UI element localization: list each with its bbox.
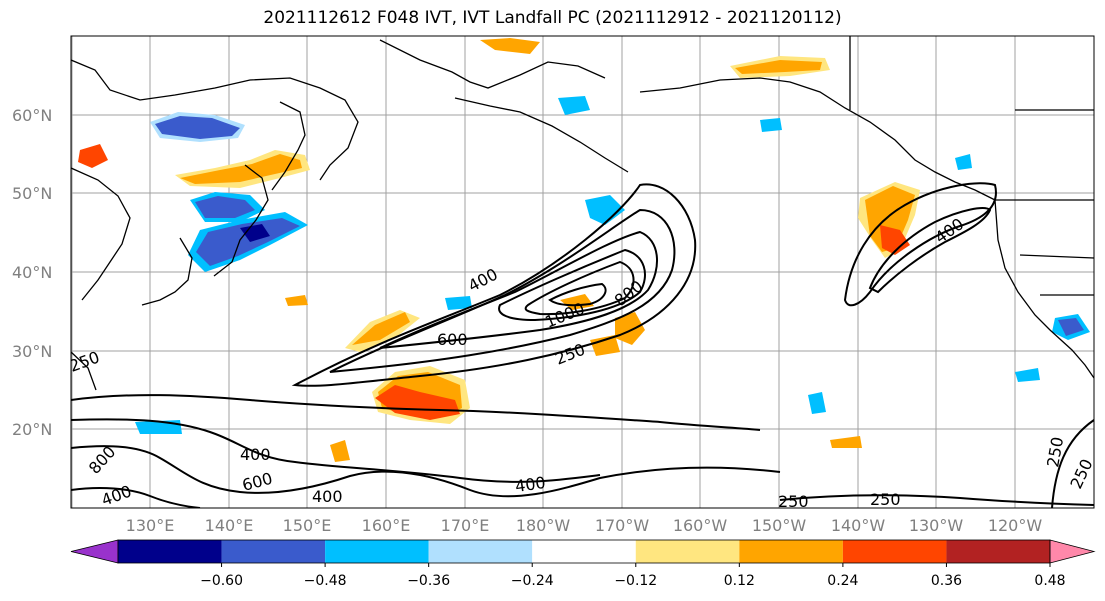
anomaly-positive (735, 60, 822, 74)
anomaly-positive (480, 38, 540, 54)
anomaly-positive (865, 186, 915, 252)
colorbar-segment (739, 540, 843, 563)
lon-label: 150°W (752, 516, 807, 535)
lon-label: 140°W (831, 516, 886, 535)
ivt-contours (71, 182, 1094, 508)
longitude-labels: 130°E 140°E 150°E 160°E 170°E 180°W 170°W 160°W… (126, 516, 1043, 535)
contour-label: 400 (99, 481, 134, 509)
contour-label: 400 (312, 487, 343, 506)
anomaly-positive (285, 295, 308, 306)
anomaly-positive (78, 144, 108, 168)
lon-label: 170°W (595, 516, 650, 535)
anomaly-positive (590, 335, 620, 356)
latitude-labels: 60°N 50°N 40°N 30°N 20°N (12, 106, 52, 439)
lon-label: 160°E (362, 516, 411, 535)
lon-label: 150°E (283, 516, 332, 535)
colorbar-tick-label: −0.36 (407, 573, 450, 589)
contour-label: 600 (240, 469, 274, 495)
colorbar-segment (428, 540, 533, 563)
colorbar-tick-label: −0.12 (614, 573, 657, 589)
anomaly-negative (1058, 318, 1084, 336)
colorbar-segment (118, 540, 222, 563)
colorbar-segment (221, 540, 326, 563)
anomaly-negative (955, 154, 972, 170)
coastlines (71, 36, 1094, 391)
lat-label: 20°N (12, 420, 52, 439)
colorbar-segment (635, 540, 740, 563)
anomaly-negative (195, 196, 255, 218)
contour-label: 400 (465, 264, 501, 295)
anomaly-positive (330, 440, 350, 462)
anomaly-negative (155, 116, 240, 139)
anomaly-positive (352, 312, 410, 345)
colorbar-tick-label: 0.12 (724, 573, 755, 589)
colorbar-segment (532, 540, 636, 563)
contour-label: 800 (85, 442, 120, 477)
colorbar-tick-label: −0.24 (511, 573, 554, 589)
lon-label: 130°E (126, 516, 175, 535)
lon-label: 130°W (909, 516, 964, 535)
lat-label: 60°N (12, 106, 52, 125)
colorbar-tick-label: −0.48 (304, 573, 347, 589)
lon-label: 140°E (205, 516, 254, 535)
contour-label: 250 (1043, 435, 1067, 468)
anomaly-negative (808, 392, 826, 414)
lon-label: 170°E (441, 516, 490, 535)
graticule (71, 36, 1094, 508)
colorbar-tick-label: 0.24 (827, 573, 858, 589)
anomaly-positive (375, 385, 460, 420)
contour-label: 400 (931, 214, 967, 247)
contour-label: 400 (240, 445, 271, 464)
colorbar-extend-max (1049, 539, 1096, 564)
lon-label: 120°W (988, 516, 1043, 535)
lat-label: 30°N (12, 342, 52, 361)
anomaly-positive (615, 312, 645, 345)
anomaly-positive (180, 154, 302, 184)
map-panel: 400 1000 800 600 250 250 400 600 800 400… (71, 36, 1096, 511)
colorbar-tick-label: 0.48 (1034, 573, 1065, 589)
contour-label: 600 (437, 330, 468, 349)
contour-label: 250 (778, 492, 809, 511)
anomaly-positive (830, 436, 862, 448)
anomaly-negative (240, 224, 270, 242)
contour-label: 400 (514, 473, 547, 496)
anomaly-negative (196, 218, 300, 266)
colorbar-segment (325, 540, 429, 563)
contour-label: 250 (552, 340, 587, 369)
anomaly-negative (1015, 368, 1040, 382)
colorbar-segment (842, 540, 947, 563)
anomaly-negative (445, 296, 472, 310)
anomaly-positive (880, 225, 910, 255)
colorbar: −0.60 −0.48 −0.36 −0.24 −0.12 0.12 0.24 0.36 0.4… (70, 539, 1096, 589)
lon-label: 160°W (673, 516, 728, 535)
lat-label: 40°N (12, 263, 52, 282)
colorbar-extend-min (70, 539, 119, 564)
contour-label: 250 (1066, 456, 1096, 492)
colorbar-tick-label: 0.36 (931, 573, 962, 589)
colorbar-tick-label: −0.60 (200, 573, 243, 589)
lat-label: 50°N (12, 184, 52, 203)
contour-label: 250 (870, 490, 901, 509)
anomaly-negative (558, 96, 590, 115)
colorbar-segment (946, 540, 1050, 563)
anomaly-negative (760, 118, 782, 132)
map-frame (70, 35, 1095, 509)
lon-label: 180°W (516, 516, 571, 535)
colorbar-frame (117, 539, 1051, 564)
map-title: 2021112612 F048 IVT, IVT Landfall PC (20… (263, 8, 842, 28)
anomaly-negative (585, 195, 625, 225)
